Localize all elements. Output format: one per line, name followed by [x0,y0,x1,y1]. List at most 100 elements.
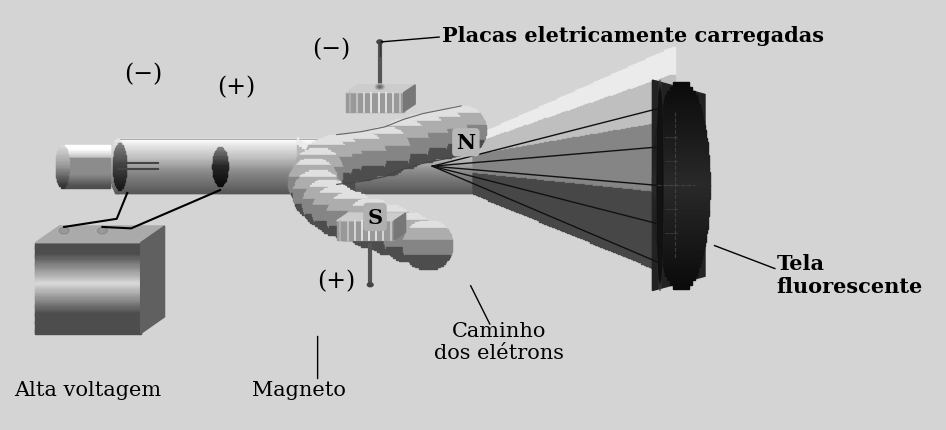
Bar [568,100,570,106]
Bar [35,328,141,330]
Bar [601,80,604,86]
Bar [494,170,497,173]
Bar [628,129,632,136]
Bar [338,163,340,164]
Bar [479,169,482,172]
Bar [651,209,655,218]
Bar [486,145,489,148]
Bar [325,154,327,156]
Bar [114,179,125,181]
Ellipse shape [379,87,380,88]
Bar [35,268,141,270]
Bar [288,183,338,185]
Bar [527,117,530,121]
Bar [603,208,606,214]
Bar [661,105,665,114]
Bar [544,162,548,167]
Bar [379,147,429,149]
Bar [417,138,466,140]
Bar [35,310,141,312]
Bar [35,260,141,262]
Bar [618,189,622,196]
Bar [328,173,330,175]
Bar [521,175,525,179]
Bar [110,168,125,170]
Bar [666,257,670,265]
Bar [669,185,673,194]
Bar [654,124,657,132]
Bar [305,172,330,174]
Bar [583,112,586,118]
Bar [303,160,352,162]
Bar [517,155,520,160]
Bar [420,145,464,147]
Bar [506,126,510,129]
Bar [335,176,337,177]
Bar [491,196,495,199]
Bar [320,177,322,178]
Bar [343,151,345,154]
Bar [300,153,302,156]
Bar [300,168,302,171]
Bar [334,233,368,236]
Bar [585,111,588,117]
Bar [547,128,551,133]
Bar [295,161,340,163]
Bar [587,86,591,92]
Bar [532,163,535,167]
Bar [557,198,561,203]
Bar [565,205,569,211]
Bar [378,144,429,146]
Bar [303,163,305,166]
Text: (−): (−) [125,63,163,86]
Bar [343,159,345,161]
Bar [59,184,66,185]
Bar [583,227,586,234]
Bar [324,137,349,139]
Bar [503,130,507,133]
Bar [590,230,594,237]
Bar [656,233,707,238]
Bar [657,253,659,261]
Bar [486,161,489,164]
Bar [111,176,125,178]
Bar [303,181,305,184]
Bar [323,164,324,165]
Bar [352,174,354,176]
Bar [332,172,334,174]
Bar [534,114,537,118]
Bar [471,163,474,165]
Bar [446,150,476,151]
Bar [625,129,629,136]
Bar [325,158,327,159]
Bar [547,186,551,191]
Bar [440,143,482,144]
Bar [631,252,635,260]
Bar [311,162,313,163]
Bar [625,235,629,243]
Bar [575,97,578,103]
Bar [318,180,336,182]
Bar [661,259,701,264]
Bar [479,157,482,160]
Bar [346,178,348,181]
Bar [572,213,576,218]
Bar [476,157,480,160]
Bar [337,150,385,151]
Bar [113,187,123,189]
Bar [113,147,123,149]
Bar [672,267,675,276]
Bar [568,222,570,228]
Bar [114,163,471,165]
Bar [35,275,141,276]
Bar [565,134,569,140]
Bar [328,164,330,165]
Bar [476,150,480,153]
Bar [587,123,591,129]
Bar [519,175,522,178]
Bar [311,171,313,172]
Bar [35,309,141,310]
Bar [314,177,316,178]
Bar [35,284,141,286]
Bar [661,237,665,246]
